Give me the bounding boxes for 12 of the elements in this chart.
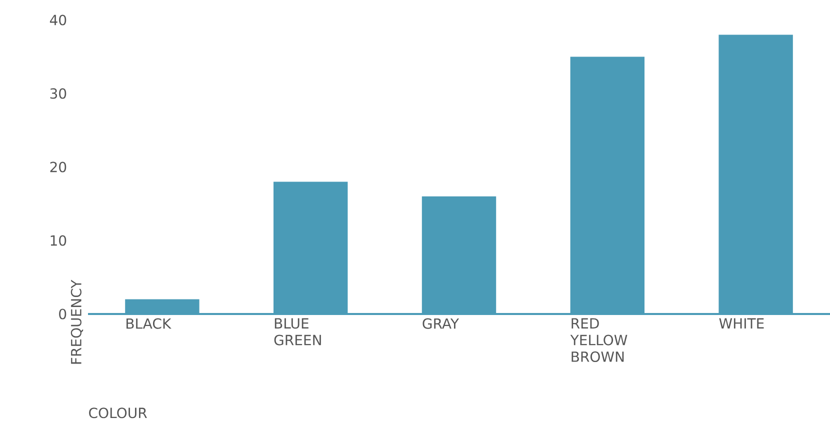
y-axis-title: FREQUENCY (70, 280, 84, 364)
x-axis-title: COLOUR (89, 408, 147, 418)
x-tick-label: BLUE GREEN (274, 318, 321, 346)
y-tick-label: 20 (50, 162, 66, 172)
y-tick-label: 40 (50, 14, 66, 26)
x-tick-label: WHITE (719, 318, 764, 328)
y-tick-label: 0 (59, 308, 66, 320)
x-tick-label: RED YELLOW BROWN (570, 318, 628, 362)
y-tick-label: 30 (50, 88, 66, 99)
y-tick-label: 10 (50, 235, 66, 246)
x-tick-label: GRAY (422, 318, 460, 329)
x-tick-label: BLACK (126, 318, 172, 329)
